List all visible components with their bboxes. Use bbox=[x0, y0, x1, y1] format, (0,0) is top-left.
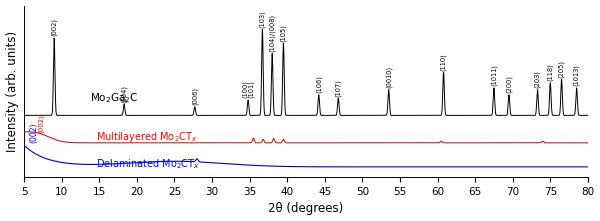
Text: Mo$_2$Ga$_2$C: Mo$_2$Ga$_2$C bbox=[90, 91, 139, 105]
Text: (103): (103) bbox=[259, 10, 266, 28]
Text: (105): (105) bbox=[280, 24, 287, 42]
Text: (004): (004) bbox=[121, 84, 127, 103]
Text: (110): (110) bbox=[440, 53, 447, 71]
Text: Multilayered Mo$_2$CT$_x$: Multilayered Mo$_2$CT$_x$ bbox=[95, 130, 197, 144]
Text: (100)
(101): (100) (101) bbox=[242, 80, 254, 98]
Text: (1013): (1013) bbox=[574, 64, 580, 86]
Text: (006): (006) bbox=[191, 87, 198, 105]
Text: (002): (002) bbox=[37, 114, 44, 133]
Text: (106): (106) bbox=[316, 75, 322, 93]
Text: (200): (200) bbox=[506, 75, 512, 93]
Text: Delaminated Mo$_2$CT$_x$: Delaminated Mo$_2$CT$_x$ bbox=[95, 157, 199, 171]
Text: (107): (107) bbox=[335, 79, 341, 97]
Text: (1011): (1011) bbox=[491, 64, 497, 86]
Text: (0010): (0010) bbox=[385, 66, 392, 88]
Text: (104)/(008): (104)/(008) bbox=[269, 14, 275, 52]
Text: (002): (002) bbox=[29, 122, 38, 143]
Text: (002): (002) bbox=[51, 18, 58, 36]
Text: (118): (118) bbox=[547, 63, 554, 81]
X-axis label: 2θ (degrees): 2θ (degrees) bbox=[268, 202, 344, 215]
Text: (203): (203) bbox=[534, 70, 541, 88]
Text: (205): (205) bbox=[559, 60, 565, 78]
Y-axis label: Intensity (arb. units): Intensity (arb. units) bbox=[5, 31, 19, 152]
